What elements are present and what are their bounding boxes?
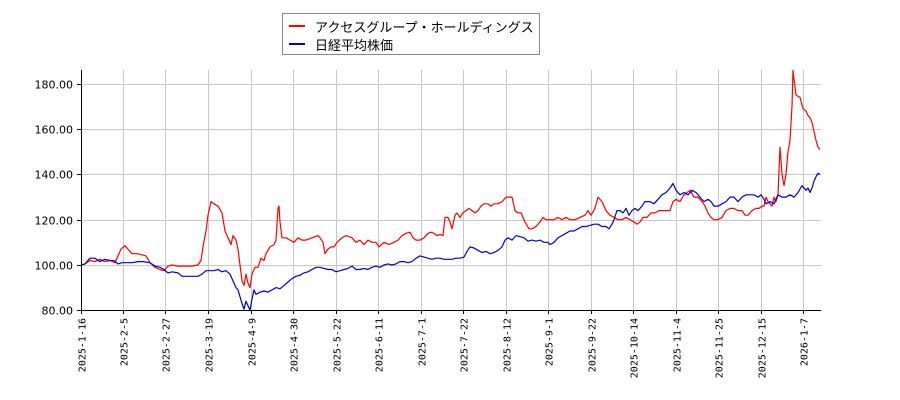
x-tick-label: 2025-2-27 [162, 318, 173, 372]
legend-swatch-red [289, 25, 305, 27]
grid-lines [81, 70, 821, 311]
y-tick-label: 140.00 [35, 169, 74, 182]
series-line-access-group [80, 69, 821, 289]
x-tick-label: 2025-9-1 [545, 318, 556, 366]
legend-label: アクセスグループ・ホールディングス [315, 20, 534, 36]
legend-swatch-blue [289, 43, 305, 45]
x-tick-label: 2025-1-16 [78, 318, 89, 372]
axes: 80.00 100.00 120.00 140.00 160.00 180.00 2025-… [35, 70, 821, 378]
y-tick-label: 160.00 [35, 124, 74, 137]
y-tick-label: 120.00 [35, 215, 74, 228]
x-tick-label: 2025-5-22 [333, 318, 344, 372]
y-tick-label: 100.00 [35, 260, 74, 273]
x-tick-label: 2025-11-25 [715, 318, 726, 378]
series-line-nikkei [80, 172, 821, 311]
x-tick-label: 2025-12-15 [758, 318, 769, 378]
x-tick-label: 2026-1-7 [800, 318, 811, 366]
x-tick-label: 2025-4-9 [248, 318, 259, 366]
x-tick-label: 2025-7-22 [460, 318, 471, 372]
x-tick-label: 2025-4-30 [290, 318, 301, 372]
x-tick-label: 2025-7-1 [418, 318, 429, 366]
legend: アクセスグループ・ホールディングス 日経平均株価 [282, 13, 540, 55]
legend-item-nikkei: 日経平均株価 [289, 35, 394, 54]
legend-label: 日経平均株価 [315, 38, 394, 54]
x-tick-label: 2025-9-22 [588, 318, 599, 372]
legend-item-access-group: アクセスグループ・ホールディングス [289, 17, 534, 36]
x-tick-label: 2025-3-19 [205, 318, 216, 372]
x-tick-label: 2025-11-4 [673, 318, 684, 372]
x-tick-label: 2025-10-14 [630, 318, 641, 378]
x-tick-label: 2025-8-12 [503, 318, 514, 372]
x-tick-label: 2025-6-11 [375, 318, 386, 372]
y-tick-label: 80.00 [42, 305, 74, 318]
y-tick-label: 180.00 [35, 79, 74, 92]
x-tick-label: 2025-2-5 [120, 318, 131, 366]
series-lines [80, 69, 821, 311]
